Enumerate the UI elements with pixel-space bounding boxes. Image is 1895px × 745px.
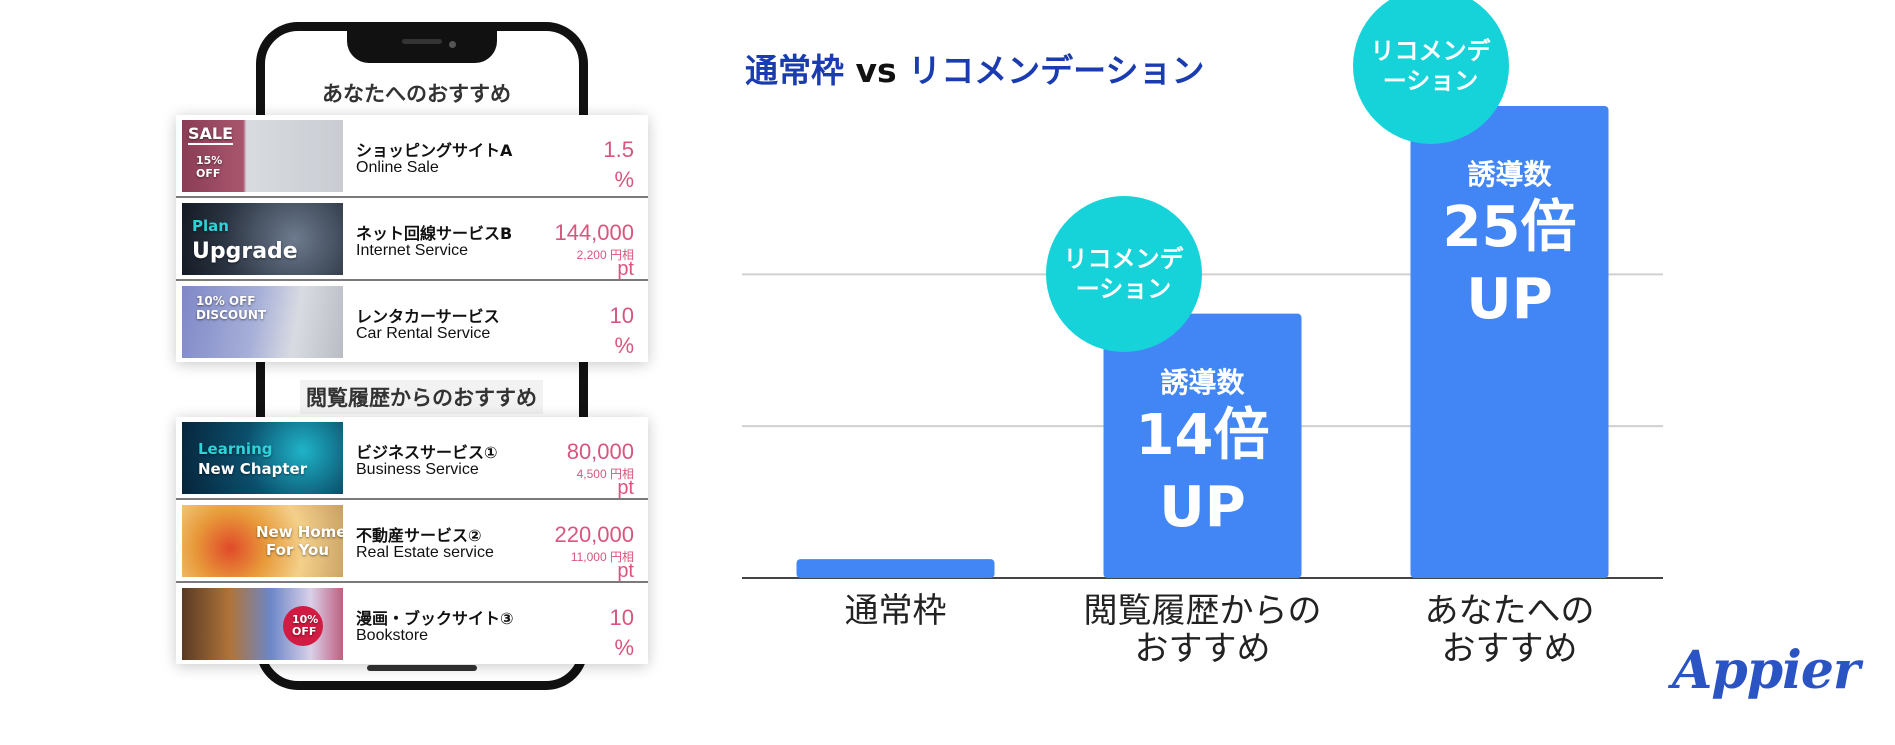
item-value: 144,000 2,200 円相 pt bbox=[554, 218, 634, 280]
thumb-label: Upgrade bbox=[192, 239, 298, 264]
x-tick-label: 通常枠 bbox=[844, 591, 947, 631]
item-value: 220,000 11,000 円相 pt bbox=[554, 520, 634, 582]
x-tick-label: あなたへの おすすめ bbox=[1424, 591, 1595, 669]
title-vs: vs bbox=[855, 51, 897, 90]
recommend-card: SALE 15% OFF ショッピングサイトA Online Sale 1.5 … bbox=[176, 115, 648, 362]
discount-badge-icon bbox=[283, 606, 323, 646]
bar-multiplier: 14倍 bbox=[1135, 402, 1270, 468]
value-number: 144,000 bbox=[554, 220, 634, 245]
bar-data-label: 誘導数 25倍 UP bbox=[1411, 158, 1609, 336]
appier-logo: Appier bbox=[1672, 640, 1860, 701]
phone-notch bbox=[347, 29, 497, 63]
bar-up-label: UP bbox=[1466, 267, 1553, 332]
value-number: 80,000 bbox=[566, 439, 634, 464]
bar-label-text: 誘導数 bbox=[1160, 365, 1245, 399]
recommendation-badge: リコメンデーション bbox=[1045, 195, 1202, 352]
value-unit: pt bbox=[617, 560, 634, 582]
item-thumbnail: New Home For You bbox=[182, 505, 343, 577]
list-item[interactable]: 10% OFF 漫画・ブックサイト③ Bookstore 10 % bbox=[176, 583, 648, 664]
thumb-label: SALE bbox=[188, 124, 234, 145]
list-item[interactable]: SALE 15% OFF ショッピングサイトA Online Sale 1.5 … bbox=[176, 115, 648, 198]
bar-1 bbox=[796, 559, 995, 578]
value-number: 220,000 bbox=[554, 522, 634, 547]
thumb-label: New Chapter bbox=[198, 460, 308, 478]
item-thumbnail: 10% OFF DISCOUNT bbox=[182, 286, 343, 358]
value-unit: pt bbox=[617, 477, 634, 499]
bar-data-label: 誘導数 14倍 UP bbox=[1104, 366, 1302, 544]
item-subtitle: Real Estate service bbox=[356, 544, 494, 561]
bar-label-text: 誘導数 bbox=[1467, 158, 1552, 191]
title-right: リコメンデーション bbox=[908, 51, 1205, 90]
bar-multiplier: 25倍 bbox=[1442, 195, 1577, 260]
bar-2 bbox=[1103, 313, 1302, 578]
item-subtitle: Bookstore bbox=[356, 627, 429, 644]
thumb-label: OFF bbox=[292, 625, 317, 638]
item-value: 10 % bbox=[610, 301, 634, 361]
value-note: 2,200 円相 bbox=[576, 248, 634, 262]
camera-icon bbox=[449, 41, 456, 48]
thumb-label: 10% bbox=[292, 613, 319, 626]
thumb-label: 10% OFF bbox=[196, 294, 256, 308]
item-value: 10 % bbox=[610, 603, 634, 663]
item-name: ショッピングサイトA bbox=[356, 141, 513, 160]
section-title-recommend: あなたへのおすすめ bbox=[322, 82, 511, 106]
item-name: レンタカーサービス bbox=[356, 307, 500, 326]
value-number: 10 bbox=[609, 303, 634, 328]
item-name: ネット回線サービスB bbox=[356, 224, 513, 243]
item-thumbnail: Learning New Chapter bbox=[182, 422, 343, 494]
item-value: 1.5 % bbox=[603, 135, 634, 195]
item-name: ビジネスサービス① bbox=[356, 443, 498, 462]
list-item[interactable]: Plan Upgrade ネット回線サービスB Internet Service… bbox=[176, 198, 648, 281]
value-note: 11,000 円相 bbox=[570, 550, 634, 564]
item-subtitle: Car Rental Service bbox=[356, 325, 491, 342]
list-item[interactable]: 10% OFF DISCOUNT レンタカーサービス Car Rental Se… bbox=[176, 281, 648, 362]
bar-up-label: UP bbox=[1159, 474, 1246, 540]
value-unit: % bbox=[614, 333, 634, 358]
home-indicator bbox=[367, 665, 477, 671]
value-unit: % bbox=[614, 167, 634, 192]
item-thumbnail: SALE 15% OFF bbox=[182, 120, 343, 192]
thumb-label: 15% bbox=[196, 154, 223, 167]
section-title-history: 閲覧履歴からのおすすめ bbox=[300, 380, 543, 414]
item-name: 不動産サービス② bbox=[356, 526, 482, 545]
value-number: 1.5 bbox=[603, 137, 634, 162]
item-subtitle: Internet Service bbox=[356, 242, 469, 259]
item-thumbnail: 10% OFF bbox=[182, 588, 343, 660]
title-left: 通常枠 bbox=[745, 51, 844, 90]
chart-title: 通常枠 vs リコメンデーション bbox=[745, 44, 1205, 92]
item-value: 80,000 4,500 円相 pt bbox=[566, 437, 634, 499]
item-subtitle: Business Service bbox=[356, 461, 479, 478]
thumb-label: DISCOUNT bbox=[196, 308, 267, 322]
value-note: 4,500 円相 bbox=[576, 467, 634, 481]
x-tick-label: 閲覧履歴からの おすすめ bbox=[1083, 591, 1322, 669]
bar-3 bbox=[1410, 106, 1609, 578]
speaker-icon bbox=[402, 39, 442, 44]
thumb-label: For You bbox=[266, 541, 330, 559]
value-number: 10 bbox=[609, 605, 634, 630]
list-item[interactable]: Learning New Chapter ビジネスサービス① Business … bbox=[176, 417, 648, 500]
value-unit: pt bbox=[617, 258, 634, 280]
item-thumbnail: Plan Upgrade bbox=[182, 203, 343, 275]
history-card: Learning New Chapter ビジネスサービス① Business … bbox=[176, 417, 648, 664]
thumb-label: New Home bbox=[256, 523, 343, 541]
thumb-label: Learning bbox=[198, 440, 273, 458]
item-subtitle: Online Sale bbox=[356, 159, 439, 176]
value-unit: % bbox=[614, 635, 634, 660]
thumb-label: Plan bbox=[192, 217, 229, 235]
item-name: 漫画・ブックサイト③ bbox=[356, 609, 514, 628]
list-item[interactable]: New Home For You 不動産サービス② Real Estate se… bbox=[176, 500, 648, 583]
thumb-label: OFF bbox=[196, 167, 221, 180]
recommendation-badge: リコメンデーション bbox=[1352, 0, 1509, 144]
